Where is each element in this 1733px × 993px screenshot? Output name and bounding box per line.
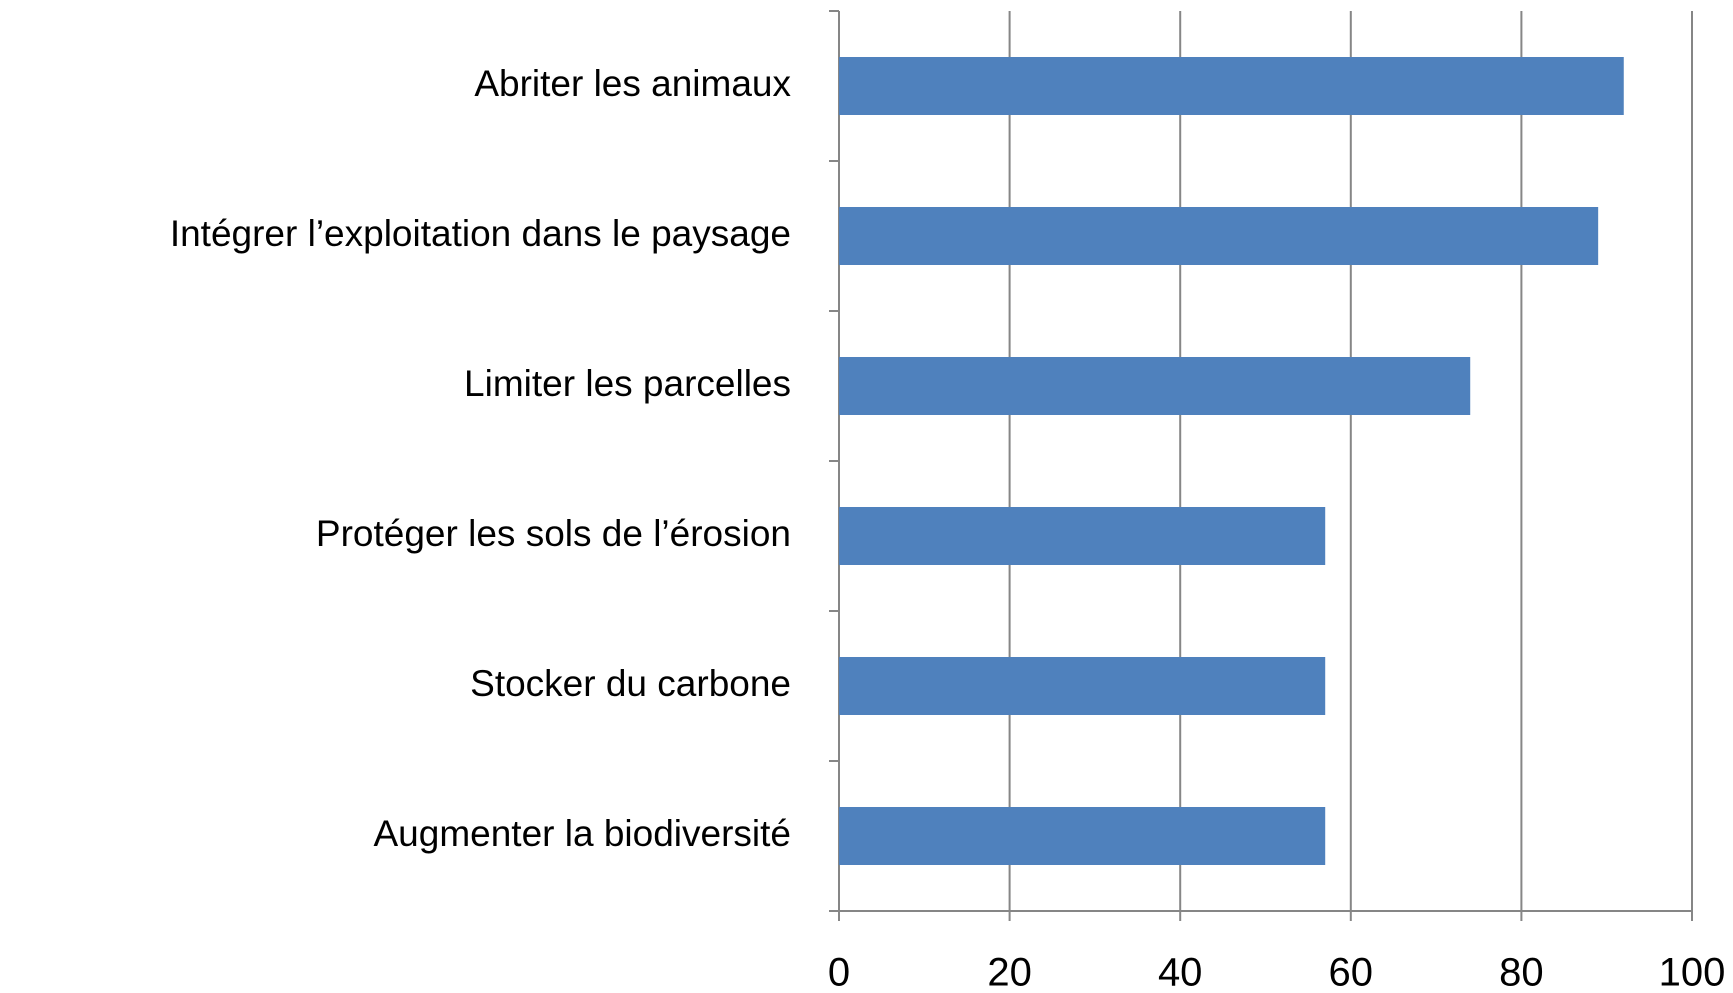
bar — [839, 357, 1471, 415]
x-tick-label: 0 — [828, 951, 850, 993]
y-tick-label: Abriter les animaux — [474, 63, 791, 104]
bar — [839, 57, 1624, 115]
x-tick-label: 80 — [1499, 951, 1544, 993]
y-tick-label: Augmenter la biodiversité — [374, 813, 792, 854]
bar — [839, 657, 1326, 715]
bar — [839, 807, 1326, 865]
bar — [839, 207, 1599, 265]
y-tick-label: Stocker du carbone — [470, 663, 791, 704]
y-tick-label: Protéger les sols de l’érosion — [316, 513, 791, 554]
y-tick-label: Limiter les parcelles — [464, 363, 791, 404]
y-tick-label: Intégrer l’exploitation dans le paysage — [170, 213, 791, 254]
x-tick-label: 40 — [1158, 951, 1203, 993]
x-tick-label: 60 — [1329, 951, 1374, 993]
x-tick-label: 20 — [987, 951, 1032, 993]
bar — [839, 507, 1326, 565]
x-tick-label: 100 — [1659, 951, 1726, 993]
